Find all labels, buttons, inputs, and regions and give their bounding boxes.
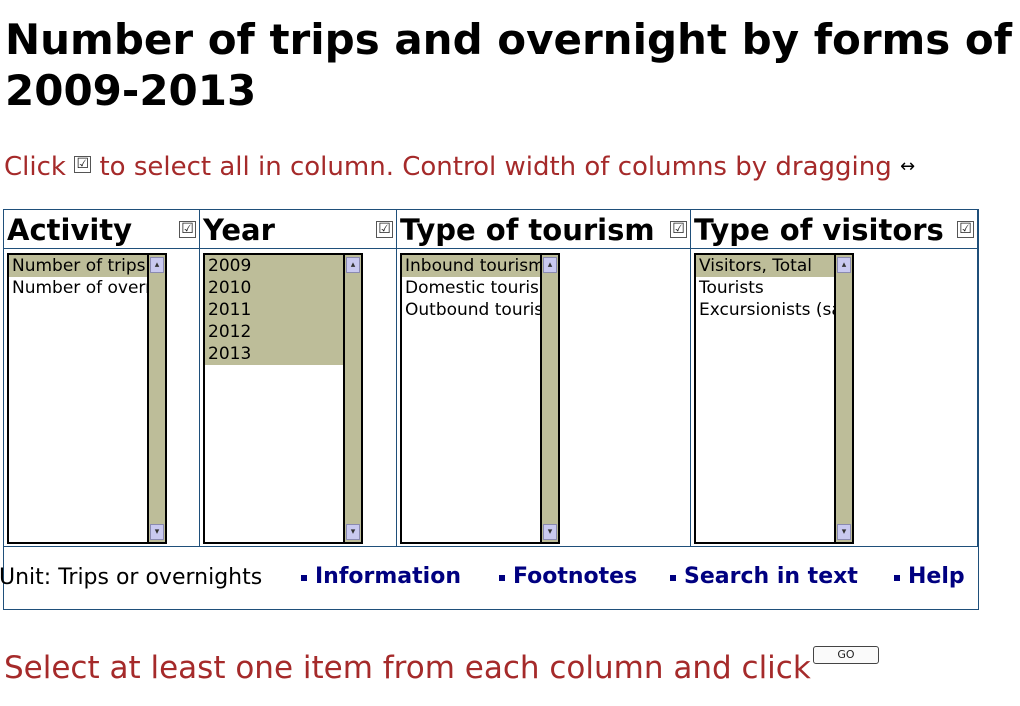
footer-links-row: Unit: Trips or overnights Information Fo… [0, 546, 978, 610]
bullet-icon [894, 575, 900, 581]
help-link-label: Help [908, 564, 965, 589]
scrollbar[interactable]: ▴ ▾ [540, 255, 558, 542]
column-activity: Activity ☑ Number of trips Number of ove… [4, 210, 200, 546]
go-button[interactable]: GO [813, 646, 879, 664]
activity-listbox[interactable]: Number of trips Number of overnights ▴ ▾ [7, 253, 167, 544]
scroll-up-icon[interactable]: ▴ [543, 257, 557, 273]
select-all-checkbox[interactable]: ☑ [179, 221, 196, 238]
select-all-checkbox[interactable]: ☑ [670, 221, 687, 238]
variable-selection-table: Activity ☑ Number of trips Number of ove… [0, 209, 979, 610]
instruction-text: Click ☑ to select all in column. Control… [4, 150, 915, 185]
information-link[interactable]: Information [301, 564, 461, 589]
footnotes-link[interactable]: Footnotes [499, 564, 637, 589]
list-item[interactable]: Domestic tourism [405, 278, 540, 298]
list-item[interactable]: 2009 [205, 255, 343, 277]
bullet-icon [499, 575, 505, 581]
select-all-checkbox[interactable]: ☑ [957, 221, 974, 238]
bullet-icon [670, 575, 676, 581]
column-title: Type of visitors [694, 213, 944, 247]
instruction-middle: to select all in column. Control width o… [99, 152, 892, 182]
unit-label: Unit: Trips or overnights [0, 565, 263, 590]
search-in-text-link[interactable]: Search in text [670, 564, 858, 589]
column-type-of-visitors: Type of visitors ☑ Visitors, Total Touri… [691, 210, 978, 546]
column-title: Type of tourism [400, 213, 655, 247]
scroll-up-icon[interactable]: ▴ [150, 257, 164, 273]
scroll-down-icon[interactable]: ▾ [543, 524, 557, 540]
scroll-up-icon[interactable]: ▴ [346, 257, 360, 273]
list-item[interactable]: 2013 [205, 343, 343, 365]
scroll-down-icon[interactable]: ▾ [150, 524, 164, 540]
page-title: Number of trips and overnight by forms o… [5, 14, 1020, 116]
bullet-icon [301, 575, 307, 581]
search-in-text-link-label: Search in text [684, 564, 858, 589]
list-item[interactable]: Excursionists (same-day visitors) [699, 300, 834, 320]
year-listbox[interactable]: 2009 2010 2011 2012 2013 ▴ ▾ [203, 253, 363, 544]
scroll-down-icon[interactable]: ▾ [837, 524, 851, 540]
scrollbar[interactable]: ▴ ▾ [147, 255, 165, 542]
list-item[interactable]: 2010 [205, 277, 343, 299]
list-item[interactable]: Tourists [699, 278, 764, 298]
instruction-before: Click [4, 152, 66, 182]
column-year: Year ☑ 2009 2010 2011 2012 2013 ▴ ▾ [200, 210, 397, 546]
column-header[interactable]: Activity ☑ [4, 210, 199, 249]
select-all-checkbox[interactable]: ☑ [376, 221, 393, 238]
scrollbar[interactable]: ▴ ▾ [834, 255, 852, 542]
list-item[interactable]: Inbound tourism [402, 255, 540, 277]
title-line-2: 2009-2013 [5, 66, 257, 115]
column-header[interactable]: Type of tourism ☑ [397, 210, 690, 249]
help-link[interactable]: Help [894, 564, 965, 589]
tourism-type-listbox[interactable]: Inbound tourism Domestic tourism Outboun… [400, 253, 560, 544]
list-item[interactable]: 2012 [205, 321, 343, 343]
list-item[interactable]: Number of trips [9, 255, 147, 277]
list-item[interactable]: Outbound tourism [405, 300, 540, 320]
scroll-up-icon[interactable]: ▴ [837, 257, 851, 273]
list-item[interactable]: Visitors, Total [696, 255, 834, 277]
footnotes-link-label: Footnotes [513, 564, 638, 589]
column-type-of-tourism: Type of tourism ☑ Inbound tourism Domest… [397, 210, 691, 546]
drag-arrow-icon: ↔ [900, 155, 916, 177]
list-item[interactable]: 2011 [205, 299, 343, 321]
select-message: Select at least one item from each colum… [4, 650, 811, 686]
column-header[interactable]: Year ☑ [200, 210, 396, 249]
column-title: Year [203, 213, 275, 247]
column-title: Activity [7, 213, 133, 247]
column-header[interactable]: Type of visitors ☑ [691, 210, 977, 249]
select-all-checkbox-icon: ☑ [74, 156, 92, 173]
visitor-type-listbox[interactable]: Visitors, Total Tourists Excursionists (… [694, 253, 854, 544]
scrollbar[interactable]: ▴ ▾ [343, 255, 361, 542]
information-link-label: Information [315, 564, 461, 589]
title-line-1: Number of trips and overnight by forms o… [5, 15, 1020, 64]
scroll-down-icon[interactable]: ▾ [346, 524, 360, 540]
list-item[interactable]: Number of overnights [12, 278, 147, 298]
